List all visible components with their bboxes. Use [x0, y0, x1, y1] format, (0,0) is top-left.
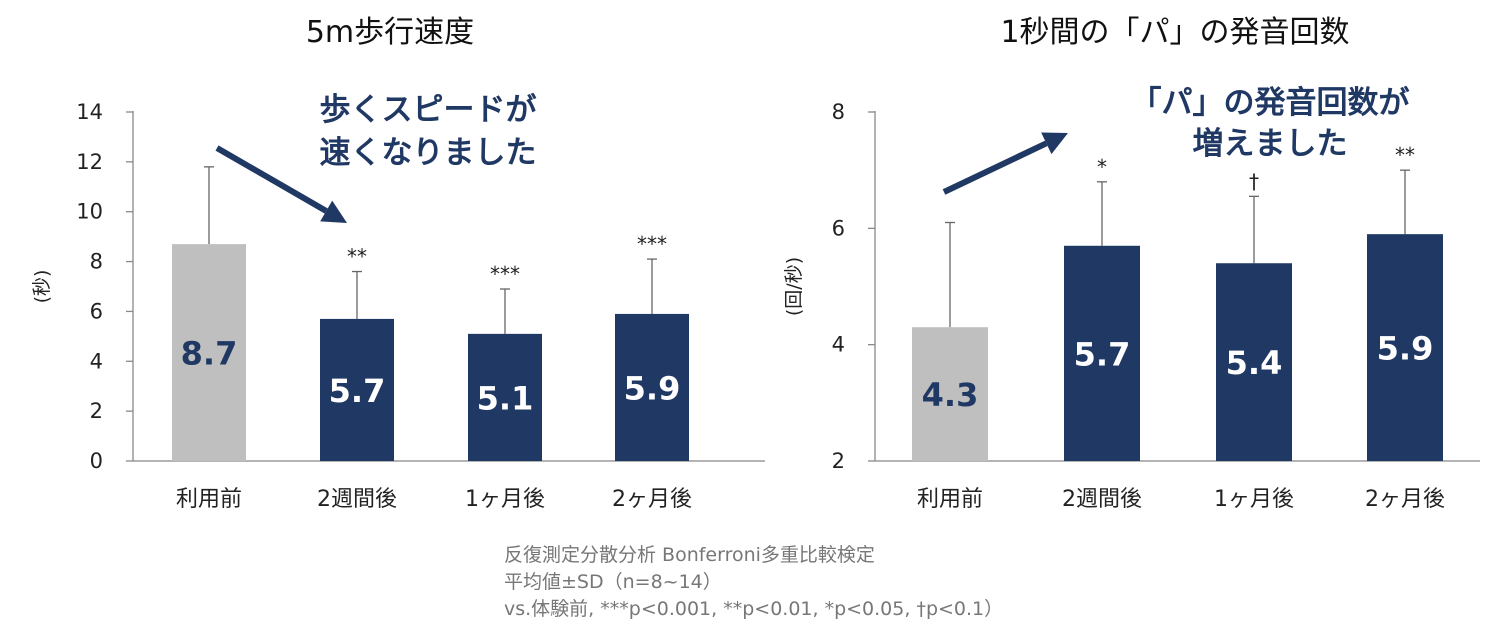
chart1-y-tick-label: 14 [76, 100, 103, 124]
chart1-x-tick-label: 2週間後 [317, 487, 397, 512]
chart1-annotation-line-2: 速くなりました [320, 135, 537, 171]
chart1-y-tick-label: 10 [76, 200, 103, 224]
footnote-significance: vs.体験前, ***p<0.001, **p<0.01, *p<0.05, †… [504, 598, 1004, 620]
chart2-significance-marker: * [1097, 155, 1107, 179]
chart2-x-tick-label: 利用前 [917, 487, 983, 512]
chart2-annotation-arrow [942, 140, 1048, 195]
chart1-y-axis-label: (秒) [31, 270, 53, 304]
chart2-y-tick-label: 4 [832, 333, 845, 357]
footnote-stats: 平均値±SD（n=8~14） [504, 571, 722, 593]
chart1-annotation-line-1: 歩くスピードが [320, 92, 537, 128]
chart1-y-tick-label: 0 [90, 449, 103, 473]
chart1-x-tick-label: 利用前 [176, 487, 242, 512]
chart1-x-tick-label: 2ヶ月後 [612, 487, 692, 512]
chart1-bar [320, 318, 394, 461]
chart1-bar-value-label: 8.7 [181, 335, 238, 373]
chart2-bar-value-label: 4.3 [922, 376, 979, 414]
chart2-y-axis-label: (回/秒) [783, 257, 805, 316]
chart1-bar-value-label: 5.9 [624, 369, 681, 407]
chart1-significance-marker: ** [347, 245, 367, 269]
chart2-annotation-line-2: 増えました [1193, 126, 1348, 162]
chart2-bar [1064, 245, 1140, 461]
chart2-bar-value-label: 5.4 [1226, 344, 1283, 382]
footnote-test: 反復測定分散分析 Bonferroni多重比較検定 [504, 544, 875, 566]
chart2-y-tick-label: 8 [832, 100, 845, 124]
chart2-annotation-line-1: 「パ」の発音回数が [1131, 85, 1410, 121]
chart2-x-tick-label: 2ヶ月後 [1365, 487, 1445, 512]
chart1-x-tick-label: 1ヶ月後 [465, 487, 545, 512]
chart1-bar [172, 244, 246, 461]
chart1-y-tick-label: 12 [76, 150, 103, 174]
chart2-x-tick-label: 1ヶ月後 [1214, 487, 1294, 512]
chart1-title: 5m歩行速度 [306, 15, 474, 50]
chart1-bar-value-label: 5.7 [329, 372, 386, 410]
chart1-y-tick-label: 6 [90, 299, 103, 323]
chart2-title: 1秒間の「パ」の発音回数 [1000, 15, 1349, 50]
chart1-significance-marker: *** [490, 262, 520, 286]
chart1-annotation-arrow [215, 145, 328, 214]
chart2-bar-value-label: 5.7 [1074, 335, 1131, 373]
chart2-bar-value-label: 5.9 [1377, 330, 1434, 368]
chart2-bar [1367, 234, 1443, 461]
chart2-x-tick-label: 2週間後 [1062, 487, 1142, 512]
chart1-y-tick-label: 8 [90, 250, 103, 274]
chart1-bar [468, 333, 542, 461]
chart2-y-tick-label: 6 [832, 216, 845, 240]
chart2-annotation-arrowhead [1041, 132, 1068, 155]
chart1-annotation-arrowhead [320, 200, 347, 223]
chart1-significance-marker: *** [637, 232, 667, 256]
chart1-bar-value-label: 5.1 [477, 379, 534, 417]
chart2-significance-marker: ** [1395, 143, 1415, 167]
chart2-bar [912, 327, 988, 461]
chart1-bar [615, 313, 689, 461]
chart2-y-tick-label: 2 [832, 449, 845, 473]
chart1-y-tick-label: 4 [90, 349, 103, 373]
chart1-y-tick-label: 2 [90, 399, 103, 423]
chart2-bar [1216, 263, 1292, 461]
chart2-significance-marker: † [1249, 169, 1259, 193]
